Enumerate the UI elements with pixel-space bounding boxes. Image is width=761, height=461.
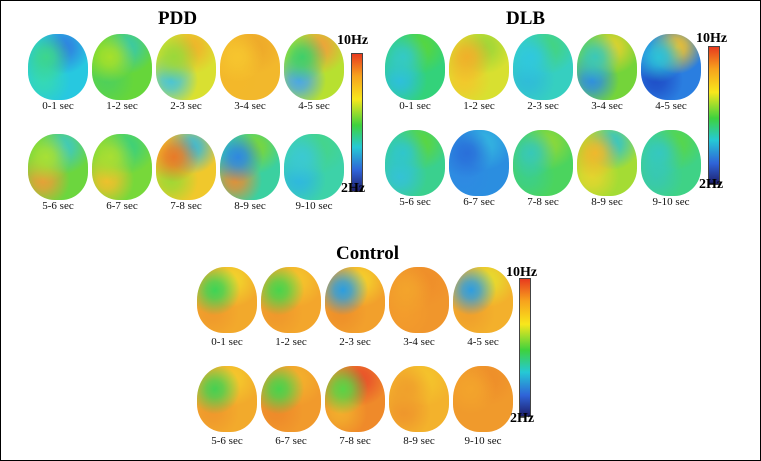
time-window-label: 4-5 sec — [467, 336, 499, 348]
topomap-dlb-6 — [449, 130, 509, 196]
time-window-label: 6-7 sec — [106, 200, 138, 212]
topomap-control-4 — [453, 267, 513, 333]
colorbar-min-label-pdd: 2Hz — [341, 181, 366, 196]
topomap-control-8 — [389, 366, 449, 432]
time-window-label: 5-6 sec — [42, 200, 74, 212]
panel-title-control: Control — [336, 243, 399, 264]
colorbar-max-label-pdd: 10Hz — [337, 33, 369, 48]
time-window-label: 0-1 sec — [399, 100, 431, 112]
time-window-label: 8-9 sec — [591, 196, 623, 208]
time-window-label: 2-3 sec — [170, 100, 202, 112]
topomap-pdd-4 — [284, 34, 344, 100]
topomap-pdd-0 — [28, 34, 88, 100]
topomap-dlb-0 — [385, 34, 445, 100]
topomap-dlb-8 — [577, 130, 637, 196]
topomap-dlb-1 — [449, 34, 509, 100]
time-window-label: 6-7 sec — [275, 435, 307, 447]
time-window-label: 7-8 sec — [339, 435, 371, 447]
colorbar-dlb — [708, 46, 720, 185]
time-window-label: 8-9 sec — [403, 435, 435, 447]
topomap-dlb-3 — [577, 34, 637, 100]
topomap-dlb-5 — [385, 130, 445, 196]
colorbar-max-label-control: 10Hz — [506, 265, 538, 280]
topomap-pdd-3 — [220, 34, 280, 100]
topomap-control-5 — [197, 366, 257, 432]
time-window-label: 4-5 sec — [655, 100, 687, 112]
time-window-label: 0-1 sec — [42, 100, 74, 112]
topomap-control-3 — [389, 267, 449, 333]
time-window-label: 5-6 sec — [211, 435, 243, 447]
time-window-label: 9-10 sec — [652, 196, 690, 208]
colorbar-control — [519, 278, 531, 417]
time-window-label: 4-5 sec — [298, 100, 330, 112]
topomap-pdd-8 — [220, 134, 280, 200]
colorbar-max-label-dlb: 10Hz — [696, 31, 728, 46]
topomap-dlb-4 — [641, 34, 701, 100]
time-window-label: 1-2 sec — [275, 336, 307, 348]
time-window-label: 7-8 sec — [170, 200, 202, 212]
colorbar-pdd — [351, 53, 363, 192]
time-window-label: 3-4 sec — [591, 100, 623, 112]
panel-title-dlb: DLB — [506, 8, 546, 29]
topomap-control-0 — [197, 267, 257, 333]
topomap-dlb-7 — [513, 130, 573, 196]
time-window-label: 6-7 sec — [463, 196, 495, 208]
topomap-control-6 — [261, 366, 321, 432]
time-window-label: 8-9 sec — [234, 200, 266, 212]
topomap-dlb-2 — [513, 34, 573, 100]
topomap-dlb-9 — [641, 130, 701, 196]
colorbar-min-label-control: 2Hz — [510, 411, 535, 426]
time-window-label: 9-10 sec — [295, 200, 333, 212]
topomap-pdd-5 — [28, 134, 88, 200]
topomap-control-7 — [325, 366, 385, 432]
time-window-label: 2-3 sec — [527, 100, 559, 112]
time-window-label: 9-10 sec — [464, 435, 502, 447]
topomap-pdd-1 — [92, 34, 152, 100]
panel-title-pdd: PDD — [158, 8, 198, 29]
topomap-control-1 — [261, 267, 321, 333]
time-window-label: 5-6 sec — [399, 196, 431, 208]
time-window-label: 7-8 sec — [527, 196, 559, 208]
time-window-label: 1-2 sec — [106, 100, 138, 112]
topomap-control-2 — [325, 267, 385, 333]
time-window-label: 1-2 sec — [463, 100, 495, 112]
topomap-pdd-7 — [156, 134, 216, 200]
topomap-pdd-6 — [92, 134, 152, 200]
time-window-label: 2-3 sec — [339, 336, 371, 348]
time-window-label: 3-4 sec — [234, 100, 266, 112]
time-window-label: 3-4 sec — [403, 336, 435, 348]
topomap-pdd-2 — [156, 34, 216, 100]
topomap-pdd-9 — [284, 134, 344, 200]
colorbar-min-label-dlb: 2Hz — [699, 177, 724, 192]
time-window-label: 0-1 sec — [211, 336, 243, 348]
topomap-control-9 — [453, 366, 513, 432]
